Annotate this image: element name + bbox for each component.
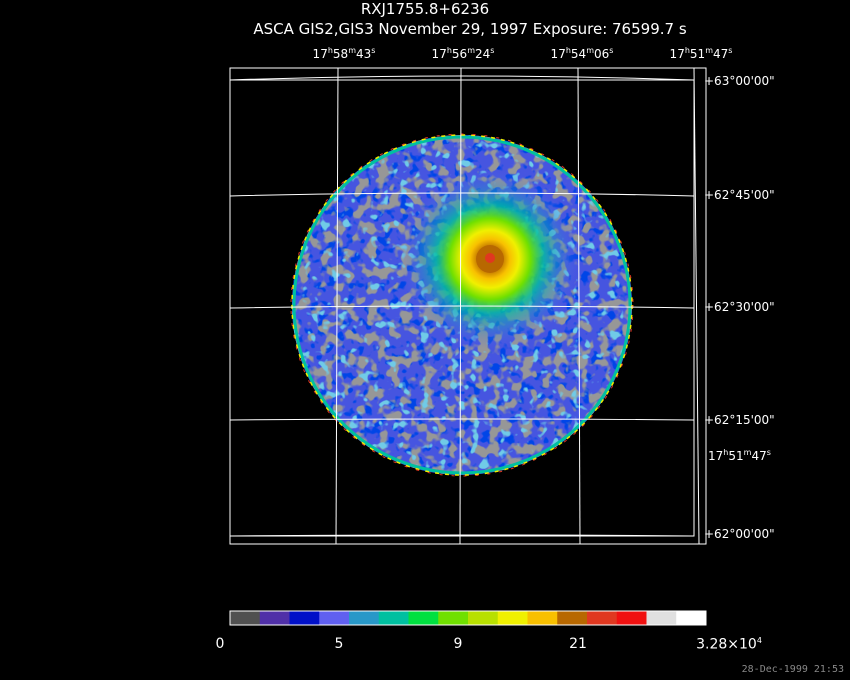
colorbar [229,610,707,626]
dec-label-5: +62°00'00" [704,527,775,541]
coordinate-grid [229,67,707,545]
colorbar-label-21: 21 [569,636,587,652]
colorbar-swatch [259,611,290,625]
colorbar-swatch [438,611,469,625]
colorbar-swatch [289,611,320,625]
dec-label-2: +62°45'00" [704,188,775,202]
ra-label-side: 17h51m47s [708,448,771,463]
timestamp: 28-Dec-1999 21:53 [741,664,844,675]
colorbar-swatch [378,611,409,625]
colorbar-label-0: 0 [215,636,225,652]
plot-title: RXJ1755.8+6236 [360,0,490,18]
ra-label-1: 17h58m43s [312,46,376,61]
colorbar-swatch [408,611,439,625]
ra-label-3: 17h54m06s [550,46,614,61]
colorbar-swatch [676,611,707,625]
ra-label-2: 17h56m24s [431,46,495,61]
colorbar-label-5: 5 [334,636,344,652]
dec-label-3: +62°30'00" [704,300,775,314]
colorbar-swatch [468,611,499,625]
colorbar-frame [229,610,707,626]
colorbar-swatch [557,611,588,625]
colorbar-swatch [587,611,618,625]
colorbar-swatch [230,611,261,625]
dec-label-4: +62°15'00" [704,413,775,427]
colorbar-swatch [616,611,647,625]
colorbar-swatch [646,611,677,625]
colorbar-swatch [349,611,380,625]
ra-label-4: 17h51m47s [669,46,733,61]
colorbar-label-max: 3.28×104 [696,636,762,653]
colorbar-label-9: 9 [453,636,463,652]
colorbar-swatch [497,611,528,625]
colorbar-swatch [319,611,350,625]
colorbar-swatch [527,611,558,625]
plot-subtitle: ASCA GIS2,GIS3 November 29, 1997 Exposur… [253,20,687,38]
dec-label-1: +63°00'00" [704,74,775,88]
detector-field [290,133,634,477]
